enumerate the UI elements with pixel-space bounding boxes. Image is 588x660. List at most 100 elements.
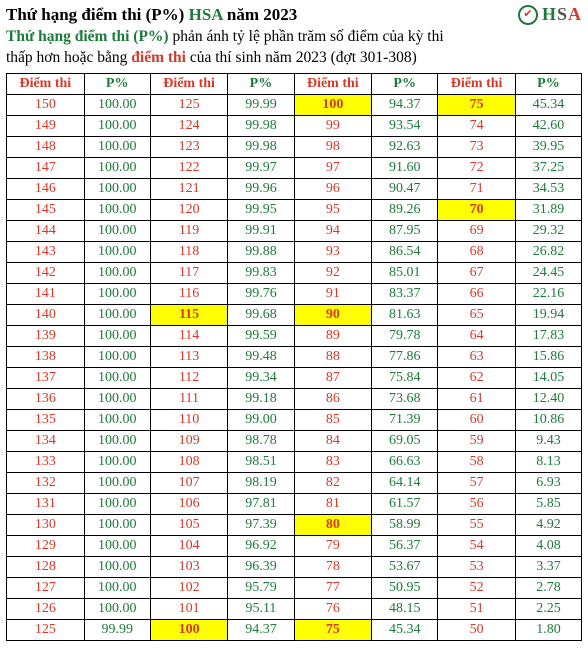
score-cell: 140	[7, 304, 85, 325]
score-cell: 90	[294, 304, 372, 325]
pct-cell: 99.91	[228, 220, 294, 241]
table-row: 134100.0010998.788469.05599.43	[7, 430, 582, 451]
score-cell: 53	[438, 556, 516, 577]
pct-cell: 10.86	[515, 409, 581, 430]
score-cell: 103	[150, 556, 228, 577]
table-row: 149100.0012499.989993.547442.60	[7, 115, 582, 136]
pct-cell: 96.39	[228, 556, 294, 577]
score-cell: 131	[7, 493, 85, 514]
pct-cell: 99.76	[228, 283, 294, 304]
pct-cell: 64.14	[372, 472, 438, 493]
score-cell: 123	[150, 136, 228, 157]
score-cell: 97	[294, 157, 372, 178]
subtitle: Thứ hạng điểm thi (P%) phản ánh tỷ lệ ph…	[6, 27, 582, 69]
score-cell: 125	[7, 619, 85, 640]
score-cell: 115	[150, 304, 228, 325]
score-cell: 142	[7, 262, 85, 283]
pct-cell: 94.37	[372, 94, 438, 115]
pct-cell: 45.34	[372, 619, 438, 640]
pct-cell: 99.00	[228, 409, 294, 430]
pct-cell: 99.48	[228, 346, 294, 367]
pct-cell: 53.67	[372, 556, 438, 577]
score-cell: 106	[150, 493, 228, 514]
pct-cell: 97.81	[228, 493, 294, 514]
score-cell: 68	[438, 241, 516, 262]
score-cell: 80	[294, 514, 372, 535]
table-row: 145100.0012099.959589.267031.89	[7, 199, 582, 220]
page-title: Thứ hạng điểm thi (P%) HSA năm 2023	[6, 5, 297, 25]
pct-cell: 100.00	[84, 115, 150, 136]
pct-cell: 58.99	[372, 514, 438, 535]
pct-cell: 3.37	[515, 556, 581, 577]
pct-cell: 89.26	[372, 199, 438, 220]
pct-cell: 12.40	[515, 388, 581, 409]
pct-cell: 98.78	[228, 430, 294, 451]
pct-cell: 93.54	[372, 115, 438, 136]
score-cell: 119	[150, 220, 228, 241]
table-row: 130100.0010597.398058.99554.92	[7, 514, 582, 535]
score-cell: 72	[438, 157, 516, 178]
score-cell: 101	[150, 598, 228, 619]
pct-cell: 71.39	[372, 409, 438, 430]
subtitle-line2b: của thí sinh năm 2023 (đợt 301-308)	[186, 49, 417, 66]
pct-cell: 37.25	[515, 157, 581, 178]
pct-cell: 100.00	[84, 94, 150, 115]
logo-text: HSA	[542, 4, 582, 25]
pct-cell: 42.60	[515, 115, 581, 136]
pct-cell: 100.00	[84, 367, 150, 388]
score-cell: 93	[294, 241, 372, 262]
pct-cell: 61.57	[372, 493, 438, 514]
pct-cell: 17.83	[515, 325, 581, 346]
table-row: 144100.0011999.919487.956929.32	[7, 220, 582, 241]
pct-cell: 6.93	[515, 472, 581, 493]
score-cell: 138	[7, 346, 85, 367]
score-cell: 82	[294, 472, 372, 493]
pct-cell: 99.98	[228, 136, 294, 157]
pct-cell: 92.63	[372, 136, 438, 157]
subtitle-dt: điểm thi	[131, 49, 186, 66]
subtitle-line2a: thấp hơn hoặc bằng	[6, 49, 131, 66]
pct-cell: 81.63	[372, 304, 438, 325]
pct-cell: 34.53	[515, 178, 581, 199]
pct-cell: 48.15	[372, 598, 438, 619]
table-row: 131100.0010697.818161.57565.85	[7, 493, 582, 514]
pct-cell: 97.39	[228, 514, 294, 535]
pct-cell: 19.94	[515, 304, 581, 325]
title-year: năm 2023	[223, 5, 298, 24]
pct-cell: 50.95	[372, 577, 438, 598]
score-cell: 83	[294, 451, 372, 472]
score-cell: 143	[7, 241, 85, 262]
score-cell: 70	[438, 199, 516, 220]
pct-cell: 100.00	[84, 157, 150, 178]
pct-cell: 100.00	[84, 199, 150, 220]
pct-cell: 8.13	[515, 451, 581, 472]
score-cell: 77	[294, 577, 372, 598]
score-cell: 60	[438, 409, 516, 430]
score-cell: 122	[150, 157, 228, 178]
score-cell: 120	[150, 199, 228, 220]
col-header-diem: Điểm thi	[294, 73, 372, 94]
score-cell: 149	[7, 115, 85, 136]
table-row: 147100.0012299.979791.607237.25	[7, 157, 582, 178]
pct-cell: 100.00	[84, 304, 150, 325]
pct-cell: 100.00	[84, 325, 150, 346]
pct-cell: 94.37	[228, 619, 294, 640]
score-cell: 102	[150, 577, 228, 598]
score-cell: 109	[150, 430, 228, 451]
pct-cell: 22.16	[515, 283, 581, 304]
table-row: 146100.0012199.969690.477134.53	[7, 178, 582, 199]
pct-cell: 98.51	[228, 451, 294, 472]
score-cell: 104	[150, 535, 228, 556]
score-cell: 150	[7, 94, 85, 115]
score-cell: 66	[438, 283, 516, 304]
score-cell: 57	[438, 472, 516, 493]
pct-cell: 99.59	[228, 325, 294, 346]
col-header-pct: P%	[515, 73, 581, 94]
score-cell: 87	[294, 367, 372, 388]
col-header-diem: Điểm thi	[150, 73, 228, 94]
pct-cell: 99.68	[228, 304, 294, 325]
pct-cell: 99.96	[228, 178, 294, 199]
pct-cell: 45.34	[515, 94, 581, 115]
score-cell: 112	[150, 367, 228, 388]
table-row: 138100.0011399.488877.866315.86	[7, 346, 582, 367]
